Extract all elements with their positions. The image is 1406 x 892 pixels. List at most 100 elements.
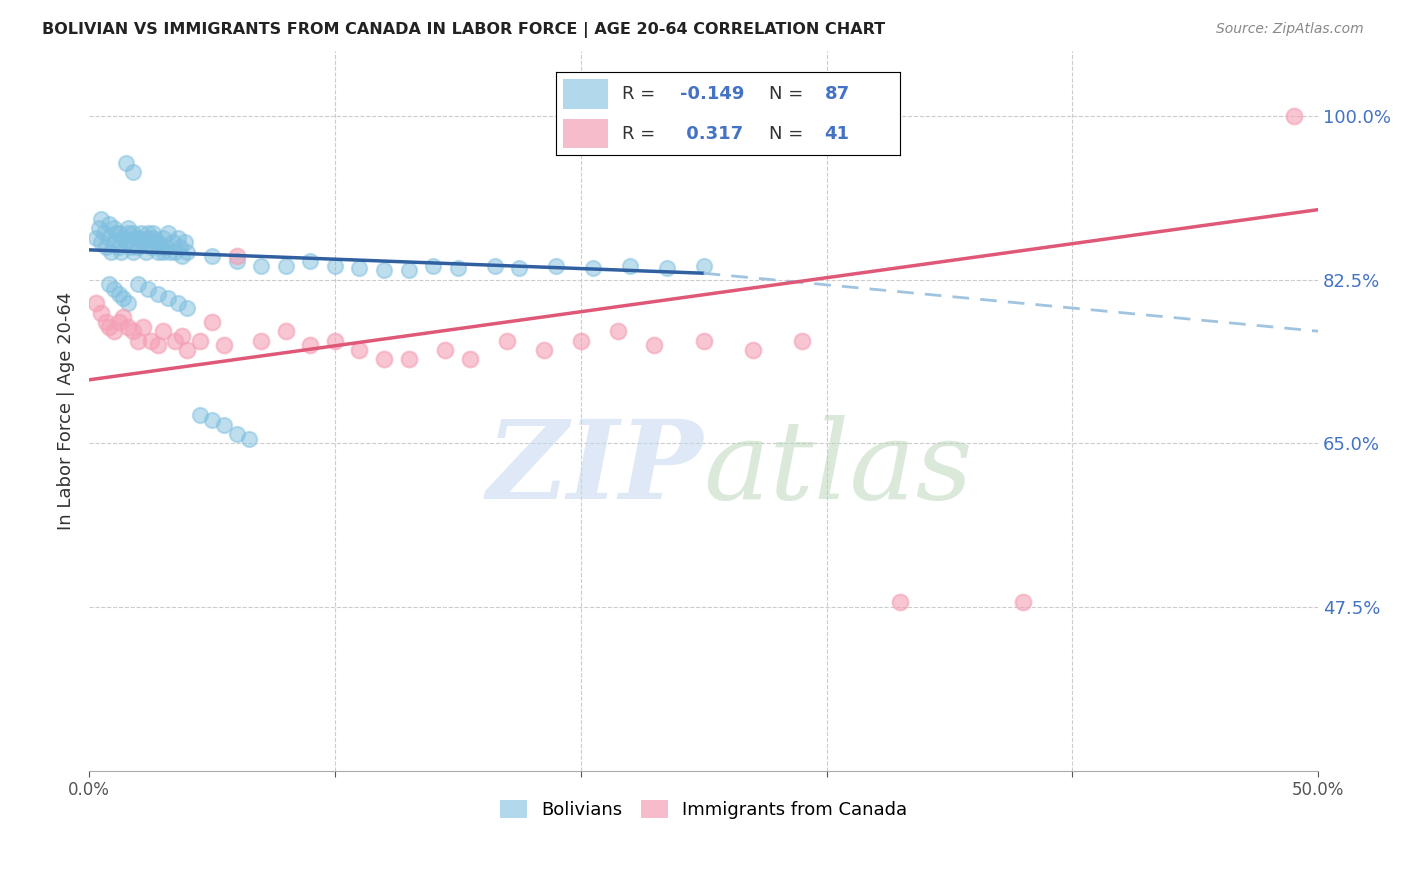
Point [107,315,129,329]
Point [169,240,191,254]
Point [225,254,247,268]
Point [122,324,145,338]
Point [373,352,395,367]
Point [201,249,224,263]
Point [447,260,470,275]
Y-axis label: In Labor Force | Age 20-64: In Labor Force | Age 20-64 [58,292,75,530]
Point [86,296,108,310]
Point [127,334,149,348]
Point [692,334,714,348]
Point [139,334,162,348]
Point [162,235,184,250]
Point [122,244,145,259]
Point [1012,595,1035,609]
Point [165,334,187,348]
Point [115,156,138,170]
Point [323,334,346,348]
Point [132,319,155,334]
Point [458,352,481,367]
Point [107,286,129,301]
Point [132,235,155,250]
Point [103,221,125,235]
Text: atlas: atlas [703,415,973,522]
Point [174,235,197,250]
Point [127,240,149,254]
Point [176,301,198,315]
Point [176,343,198,357]
Point [127,230,149,244]
Point [582,260,605,275]
Point [97,277,120,292]
Point [201,413,224,427]
Point [112,292,135,306]
Point [120,240,142,254]
Point [112,230,135,244]
Point [93,226,115,240]
Point [87,221,110,235]
Point [90,235,112,250]
Point [105,226,128,240]
Point [1282,109,1305,123]
Point [100,244,122,259]
Point [299,338,322,352]
Point [97,319,120,334]
Point [117,221,139,235]
Point [790,334,813,348]
Point [274,259,297,273]
Point [112,310,135,325]
Point [250,334,273,348]
Point [136,226,159,240]
Point [323,259,346,273]
Point [201,315,224,329]
Point [115,235,138,250]
Point [159,244,181,259]
Point [692,259,714,273]
Text: ZIP: ZIP [486,415,703,522]
Point [107,240,129,254]
Point [103,235,125,250]
Point [146,286,169,301]
Point [90,212,112,227]
Text: BOLIVIAN VS IMMIGRANTS FROM CANADA IN LABOR FORCE | AGE 20-64 CORRELATION CHART: BOLIVIAN VS IMMIGRANTS FROM CANADA IN LA… [42,22,886,38]
Point [145,235,167,250]
Point [496,334,519,348]
Point [122,165,145,179]
Point [125,230,148,244]
Point [889,595,911,609]
Point [606,324,628,338]
Point [225,249,247,263]
Point [172,329,194,343]
Point [569,334,592,348]
Point [96,240,118,254]
Point [132,235,155,250]
Point [250,259,273,273]
Point [86,230,108,244]
Point [214,417,236,432]
Point [127,277,149,292]
Point [546,259,568,273]
Point [225,427,247,442]
Point [139,240,162,254]
Point [155,240,177,254]
Point [110,244,132,259]
Point [176,244,198,259]
Point [117,296,139,310]
Point [484,259,506,273]
Point [136,282,159,296]
Point [422,259,444,273]
Point [655,260,678,275]
Point [152,230,174,244]
Point [97,230,120,244]
Point [238,432,260,446]
Point [619,259,641,273]
Point [146,235,169,250]
Point [136,230,159,244]
Point [214,338,236,352]
Legend: Bolivians, Immigrants from Canada: Bolivians, Immigrants from Canada [492,793,914,827]
Text: Source: ZipAtlas.com: Source: ZipAtlas.com [1216,22,1364,37]
Point [166,230,188,244]
Point [97,217,120,231]
Point [643,338,665,352]
Point [188,409,211,423]
Point [96,315,118,329]
